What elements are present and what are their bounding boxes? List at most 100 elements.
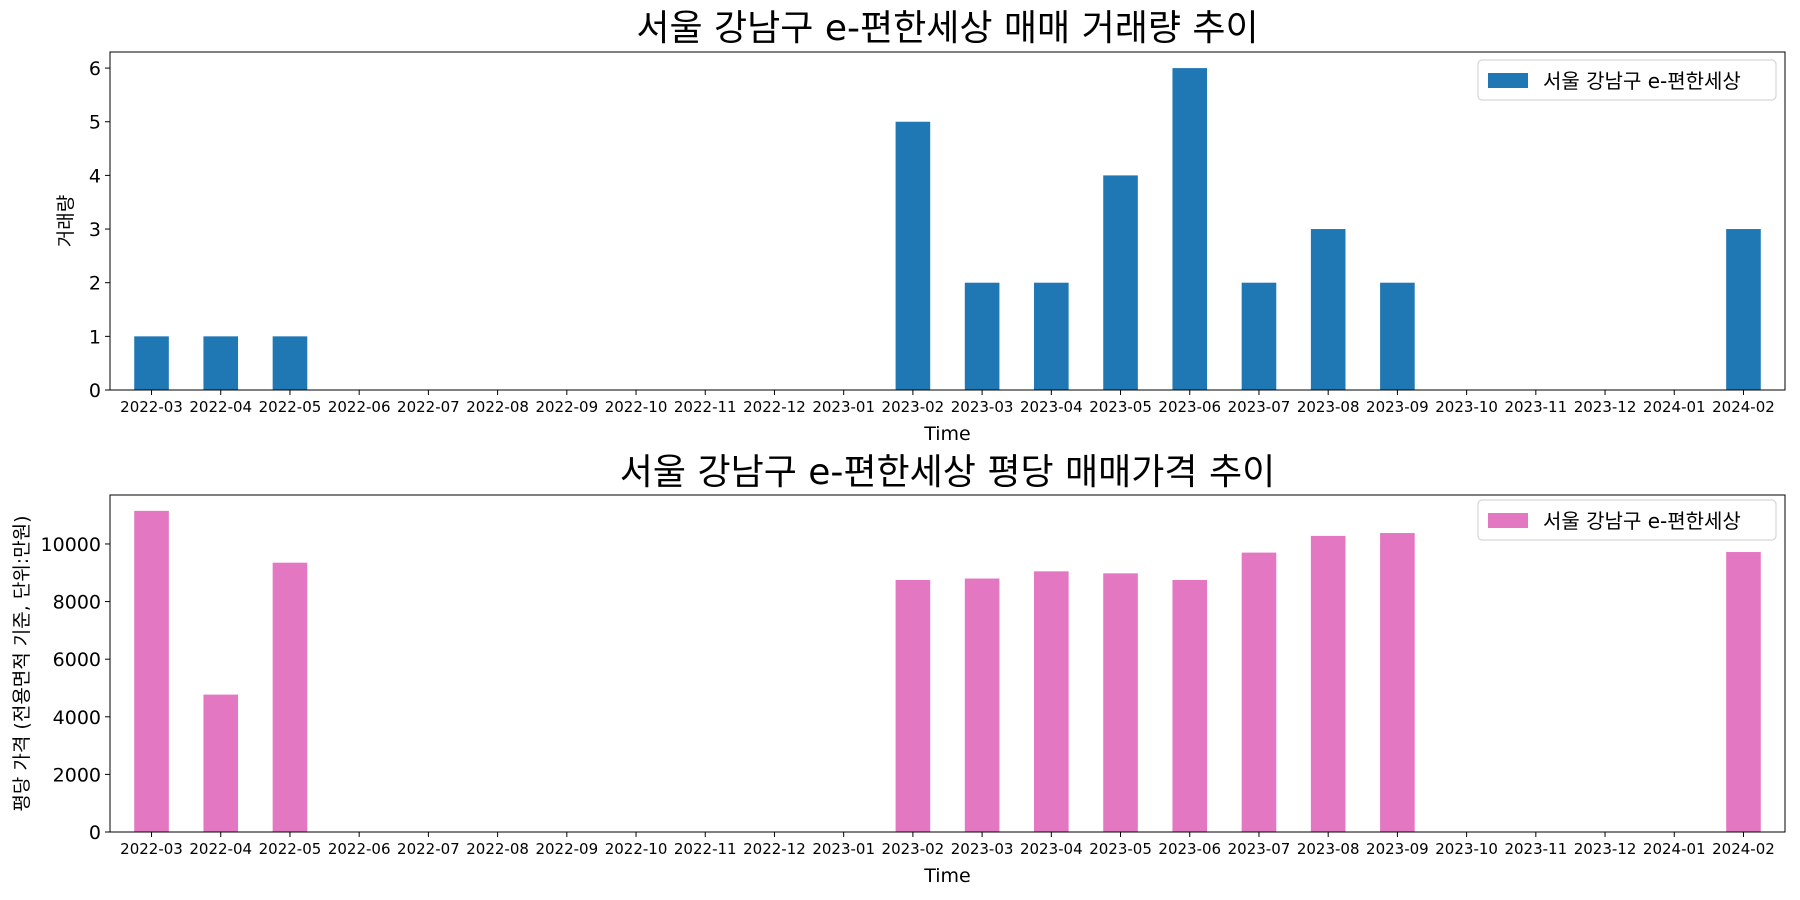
x-tick-label: 2023-02 [882, 840, 945, 858]
x-tick-label: 2022-12 [743, 398, 806, 416]
x-tick-label: 2023-11 [1504, 398, 1567, 416]
y-tick-label: 10000 [41, 534, 101, 556]
chart-price-per-pyeong: 서울 강남구 e-편한세상 평당 매매가격 추이 2022-03 2022-04 20… [11, 452, 1786, 887]
bar [1034, 282, 1069, 390]
x-tick-label: 2024-01 [1643, 840, 1706, 858]
x-tick-label: 2023-06 [1158, 398, 1221, 416]
x-tick-label: 2022-05 [259, 398, 322, 416]
x-tick-label: 2023-04 [1020, 840, 1083, 858]
legend-swatch [1488, 73, 1528, 88]
x-tick-label: 2022-10 [605, 840, 668, 858]
legend: 서울 강남구 e-편한세상 [1477, 59, 1777, 101]
x-tick-label: 2023-04 [1020, 398, 1083, 416]
bar [1034, 571, 1069, 832]
x-tick-label: 2022-03 [120, 398, 183, 416]
x-tick-label: 2023-05 [1089, 840, 1152, 858]
bar [1241, 552, 1277, 832]
x-tick-label: 2023-11 [1504, 840, 1567, 858]
x-tick-label: 2023-10 [1435, 398, 1498, 416]
y-tick-label: 0 [89, 822, 101, 844]
legend-box [1477, 59, 1777, 101]
y-tick-label: 0 [89, 380, 101, 402]
bar [272, 336, 308, 390]
x-tick-label: 2022-03 [120, 840, 183, 858]
bar [1103, 175, 1138, 390]
x-tick-label: 2023-07 [1228, 840, 1291, 858]
y-tick-label: 6000 [53, 649, 101, 671]
plot-frame [109, 51, 1786, 391]
bar [1380, 533, 1415, 832]
y-tick-label: 4000 [53, 707, 101, 729]
bar [134, 336, 169, 390]
bar [203, 694, 239, 832]
y-tick-label: 6 [89, 58, 101, 80]
x-tick-label: 2022-10 [605, 398, 668, 416]
bar [1380, 282, 1415, 390]
x-tick-label: 2023-08 [1297, 398, 1360, 416]
y-tick-label: 4 [89, 165, 101, 187]
y-axis-label: 거래량 [55, 195, 77, 247]
chart-title: 서울 강남구 e-편한세상 평당 매매가격 추이 [620, 452, 1275, 493]
x-tick-label: 2022-11 [674, 398, 737, 416]
y-axis-label: 평당 가격 (전용면적 기준, 단위:만원) [11, 515, 33, 811]
x-tick-label: 2023-03 [951, 398, 1014, 416]
y-tick-label: 3 [89, 219, 101, 241]
x-tick-label: 2022-06 [328, 840, 391, 858]
bar [1241, 282, 1277, 390]
x-axis-label: Time [923, 423, 971, 445]
x-tick-label: 2023-02 [882, 398, 945, 416]
bar [1103, 573, 1138, 832]
x-tick-label: 2023-08 [1297, 840, 1360, 858]
x-tick-label: 2022-09 [535, 398, 598, 416]
legend-label: 서울 강남구 e-편한세상 [1543, 509, 1741, 533]
x-tick-label: 2023-06 [1158, 840, 1221, 858]
x-tick-label: 2023-03 [951, 840, 1014, 858]
x-tick-label: 2022-08 [466, 398, 529, 416]
x-tick-label: 2023-12 [1574, 398, 1637, 416]
x-tick-label: 2024-01 [1643, 398, 1706, 416]
bar [1172, 579, 1208, 832]
x-tick-label: 2022-04 [189, 840, 252, 858]
plot-frame [109, 494, 1786, 833]
y-tick-label: 8000 [53, 592, 101, 614]
bar [964, 282, 1000, 390]
x-tick-label: 2022-07 [397, 840, 460, 858]
x-tick-label: 2023-10 [1435, 840, 1498, 858]
x-tick-label: 2022-04 [189, 398, 252, 416]
bar [272, 562, 308, 832]
bar [1726, 552, 1761, 832]
bar [964, 578, 1000, 832]
y-tick-label: 5 [89, 112, 101, 134]
x-tick-label: 2023-05 [1089, 398, 1152, 416]
bar [1172, 68, 1208, 390]
x-tick-label: 2024-02 [1712, 840, 1775, 858]
x-tick-label: 2023-01 [812, 398, 875, 416]
bar [895, 121, 931, 390]
bar [895, 579, 931, 832]
bar [1726, 229, 1761, 390]
x-tick-label: 2022-05 [259, 840, 322, 858]
x-tick-label: 2022-07 [397, 398, 460, 416]
x-tick-label: 2022-12 [743, 840, 806, 858]
chart-title: 서울 강남구 e-편한세상 매매 거래량 추이 [636, 8, 1258, 49]
x-tick-label: 2022-06 [328, 398, 391, 416]
bar [134, 510, 169, 832]
y-tick-label: 1 [89, 326, 101, 348]
x-tick-label: 2022-11 [674, 840, 737, 858]
x-tick-label: 2023-07 [1228, 398, 1291, 416]
bar [203, 336, 239, 390]
bar [1310, 535, 1346, 832]
legend: 서울 강남구 e-편한세상 [1477, 499, 1777, 541]
bar [1310, 229, 1346, 390]
x-tick-label: 2022-08 [466, 840, 529, 858]
legend-swatch [1488, 513, 1528, 528]
x-tick-label: 2023-09 [1366, 840, 1429, 858]
y-tick-label: 2000 [53, 764, 101, 786]
x-tick-label: 2022-09 [535, 840, 598, 858]
x-axis-label: Time [923, 865, 971, 887]
x-tick-label: 2023-12 [1574, 840, 1637, 858]
x-tick-label: 2023-01 [812, 840, 875, 858]
chart-transaction-volume: 서울 강남구 e-편한세상 매매 거래량 추이 2022-03 2022-04 202… [55, 8, 1786, 445]
x-tick-label: 2024-02 [1712, 398, 1775, 416]
